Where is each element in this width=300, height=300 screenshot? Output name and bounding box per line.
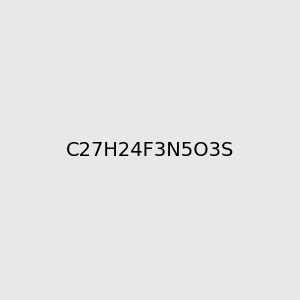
Text: C27H24F3N5O3S: C27H24F3N5O3S	[66, 140, 234, 160]
